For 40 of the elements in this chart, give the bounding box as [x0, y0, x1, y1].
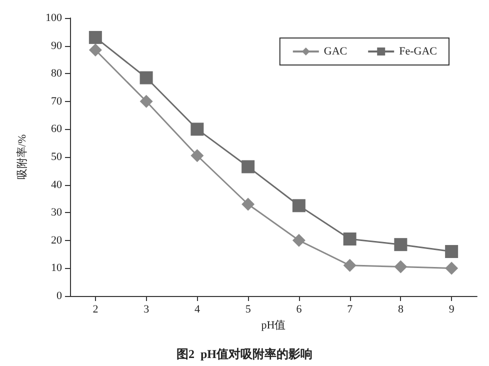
- point: [292, 199, 306, 212]
- y-tick-label: 20: [51, 234, 62, 246]
- point: [190, 122, 204, 136]
- y-tick-label: 100: [46, 12, 62, 24]
- point: [88, 30, 102, 44]
- point: [190, 149, 204, 162]
- y-tick-label: 60: [51, 123, 62, 136]
- point: [394, 238, 408, 252]
- point: [445, 245, 458, 258]
- y-tick-label: 90: [51, 40, 62, 52]
- point: [140, 71, 153, 84]
- legend-label: GAC: [324, 46, 348, 58]
- x-tick-label: 4: [194, 304, 200, 316]
- point: [242, 198, 255, 211]
- y-tick-label: 70: [51, 95, 62, 108]
- x-tick-label: 8: [398, 304, 404, 316]
- point: [242, 160, 255, 174]
- y-axis-title: 吸附率/%: [16, 134, 28, 180]
- y-tick-label: 40: [51, 178, 62, 191]
- y-tick-label: 0: [56, 290, 62, 302]
- caption: 图2 pH值对吸附率的影响: [176, 347, 313, 361]
- y-tick-label: 80: [51, 68, 62, 80]
- y-tick-label: 30: [51, 206, 62, 219]
- y-tick-label: 10: [51, 262, 62, 274]
- point: [445, 262, 458, 275]
- x-tick-label: 7: [347, 304, 354, 316]
- point: [343, 258, 356, 272]
- legend-label: Fe-GAC: [399, 46, 438, 58]
- x-tick-label: 6: [296, 304, 302, 316]
- y-tick-label: 50: [51, 151, 62, 163]
- x-tick-label: 5: [245, 304, 252, 316]
- x-tick-label: 3: [144, 304, 150, 316]
- x-axis-title: pH值: [261, 320, 286, 332]
- x-tick-label: 9: [448, 304, 455, 316]
- point: [88, 43, 102, 56]
- point: [343, 232, 356, 246]
- point: [140, 94, 153, 108]
- point: [394, 260, 408, 274]
- point: [292, 234, 306, 247]
- x-tick-label: 2: [92, 304, 98, 316]
